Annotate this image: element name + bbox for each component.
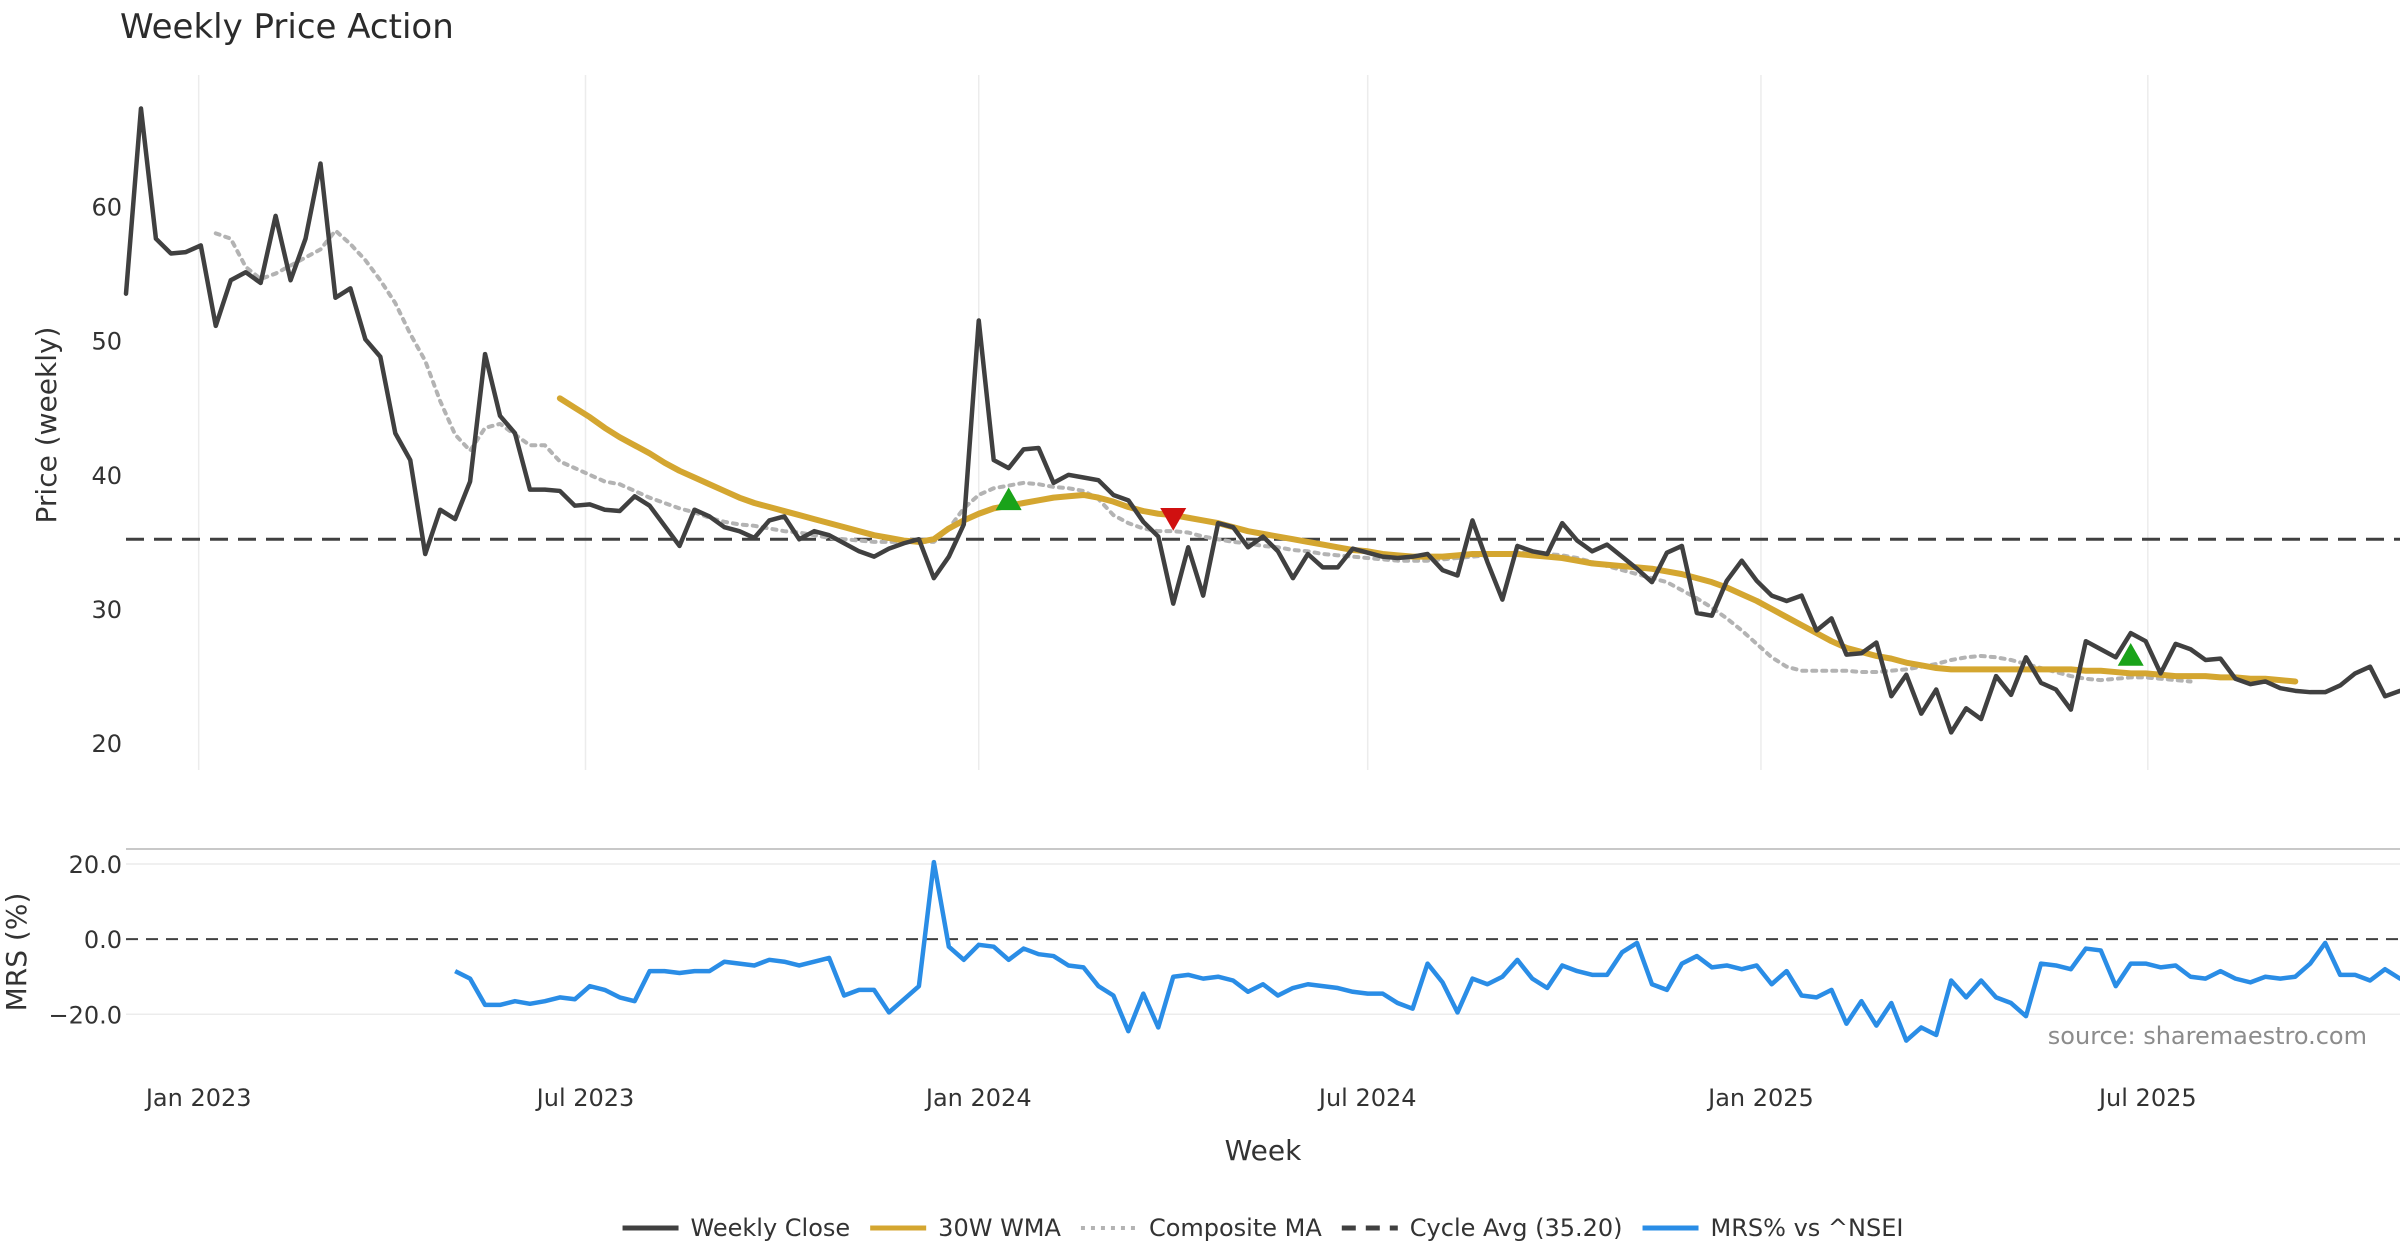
mrs-y-axis-label: MRS (%) [0,893,33,1012]
price-ytick-50: 50 [91,328,122,356]
price-ytick-20: 20 [91,730,122,758]
mrs-ytick-0: 0.0 [84,926,122,954]
price-series-group [123,106,2400,735]
x-axis-label: Week [1225,1134,1302,1167]
legend-item-mrs-vs-nsei: MRS% vs ^NSEI [1642,1214,1904,1242]
mrs-series-group [454,859,2400,1043]
legend-label-composite-ma: Composite MA [1149,1214,1322,1242]
buy-signal-marker-1 [995,487,1022,511]
xtick-jul-2023: Jul 2023 [535,1084,635,1112]
sell-signal-marker-2 [1160,508,1187,531]
price-panel: 20 30 40 50 60 Price (weekly) [30,75,2400,770]
legend-label-cycle-avg-35-20: Cycle Avg (35.20) [1410,1214,1623,1242]
legend-label-30w-wma: 30W WMA [938,1214,1061,1242]
x-axis-ticks: Jan 2023 Jul 2023 Jan 2024 Jul 2024 Jan 2025… [144,1084,2197,1112]
xtick-jan-2024: Jan 2024 [924,1084,1032,1112]
legend-item-30w-wma: 30W WMA [870,1214,1062,1242]
price-ytick-30: 30 [91,596,122,624]
series-weekly-close [123,106,2400,735]
mrs-ytick-20: −20.0 [48,1001,122,1029]
legend-item-weekly-close: Weekly Close [622,1214,851,1242]
chart-title: Weekly Price Action [120,7,454,47]
buy-signal-marker-3 [2117,642,2144,666]
xtick-jul-2024: Jul 2024 [1317,1084,1417,1112]
source-annotation: source: sharemaestro.com [2048,1022,2367,1050]
mrs-ytick-20: 20.0 [69,851,122,879]
legend-item-composite-ma: Composite MA [1080,1214,1322,1242]
legend-label-weekly-close: Weekly Close [691,1214,851,1242]
legend: Weekly Close 30W WMA Composite MA Cycle Avg… [622,1214,1904,1242]
price-ytick-60: 60 [91,193,122,221]
mrs-panel: 20.0 0.0 −20.0 MRS (%) source: sharemaestr… [0,848,2400,1050]
legend-item-cycle-avg-35-20: Cycle Avg (35.20) [1341,1214,1623,1242]
signal-markers [995,487,2144,666]
price-gridlines [197,75,2149,770]
price-y-ticks: 20 30 40 50 60 [91,193,122,758]
legend-label-mrs-vs-nsei: MRS% vs ^NSEI [1711,1214,1904,1242]
mrs-y-ticks: 20.0 0.0 −20.0 [48,851,122,1029]
series-mrs-vs-nsei [454,859,2400,1043]
series-composite-ma [213,228,2193,684]
xtick-jul-2025: Jul 2025 [2097,1084,2197,1112]
price-y-axis-label: Price (weekly) [30,327,63,524]
xtick-jan-2023: Jan 2023 [144,1084,252,1112]
xtick-jan-2025: Jan 2025 [1706,1084,1814,1112]
price-ytick-40: 40 [91,462,122,490]
